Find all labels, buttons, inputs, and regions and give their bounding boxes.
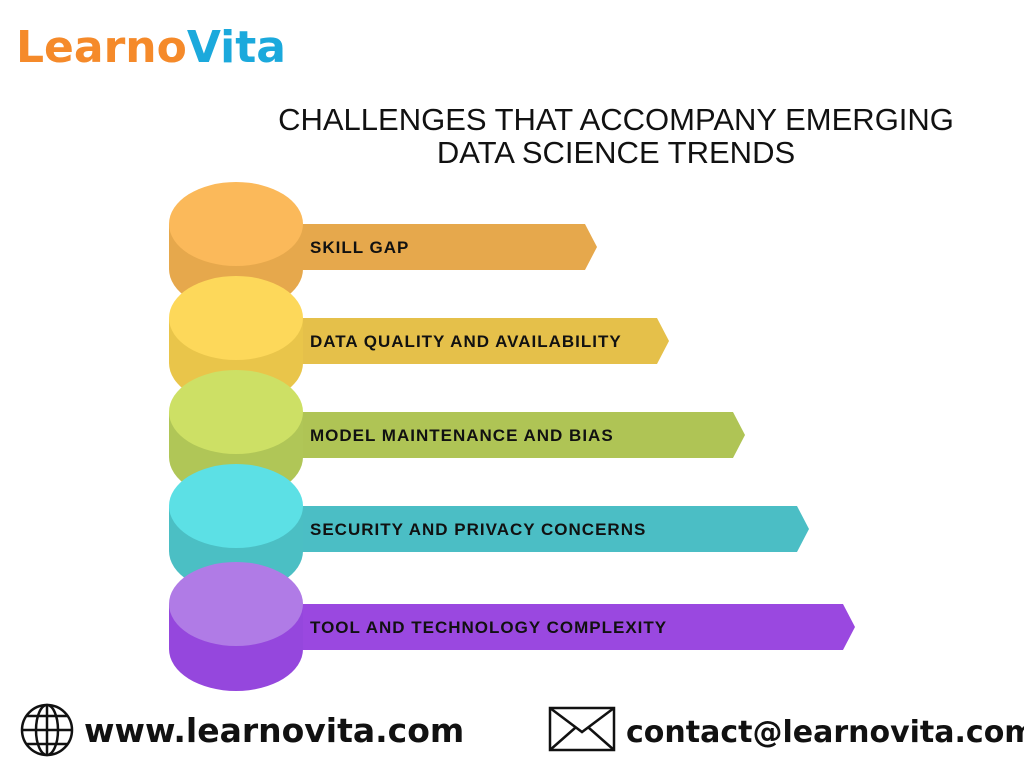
logo-part2: Vita (187, 22, 286, 73)
email: contact@learnovita.com (626, 715, 1024, 750)
title-line: CHALLENGES THAT ACCOMPANY EMERGING (278, 102, 954, 137)
item-label: DATA QUALITY AND AVAILABILITY (310, 332, 622, 351)
arrow-bar (290, 318, 669, 364)
item-label: MODEL MAINTENANCE AND BIAS (310, 426, 614, 445)
cylinder-top (169, 370, 303, 454)
item-label: TOOL AND TECHNOLOGY COMPLEXITY (310, 618, 667, 637)
website: www.learnovita.com (84, 711, 464, 750)
cylinder-top (169, 276, 303, 360)
cylinder-top (169, 464, 303, 548)
cylinder-top (169, 562, 303, 646)
item-list: SKILL GAP DATA QUALITY AND AVAILABILITY MO… (169, 182, 855, 691)
cylinder-top (169, 182, 303, 266)
title-line: DATA SCIENCE TRENDS (437, 135, 795, 170)
item-label: SKILL GAP (310, 238, 409, 257)
arrow-bar (290, 412, 745, 458)
email-icon (548, 706, 616, 752)
arrow-bar (290, 604, 855, 650)
arrow-bar (290, 506, 809, 552)
arrow-bar (290, 224, 597, 270)
item-label: SECURITY AND PRIVACY CONCERNS (310, 520, 646, 539)
globe-icon (20, 703, 74, 757)
logo: LearnoVita (16, 22, 286, 73)
logo-part1: Learno (16, 22, 187, 73)
